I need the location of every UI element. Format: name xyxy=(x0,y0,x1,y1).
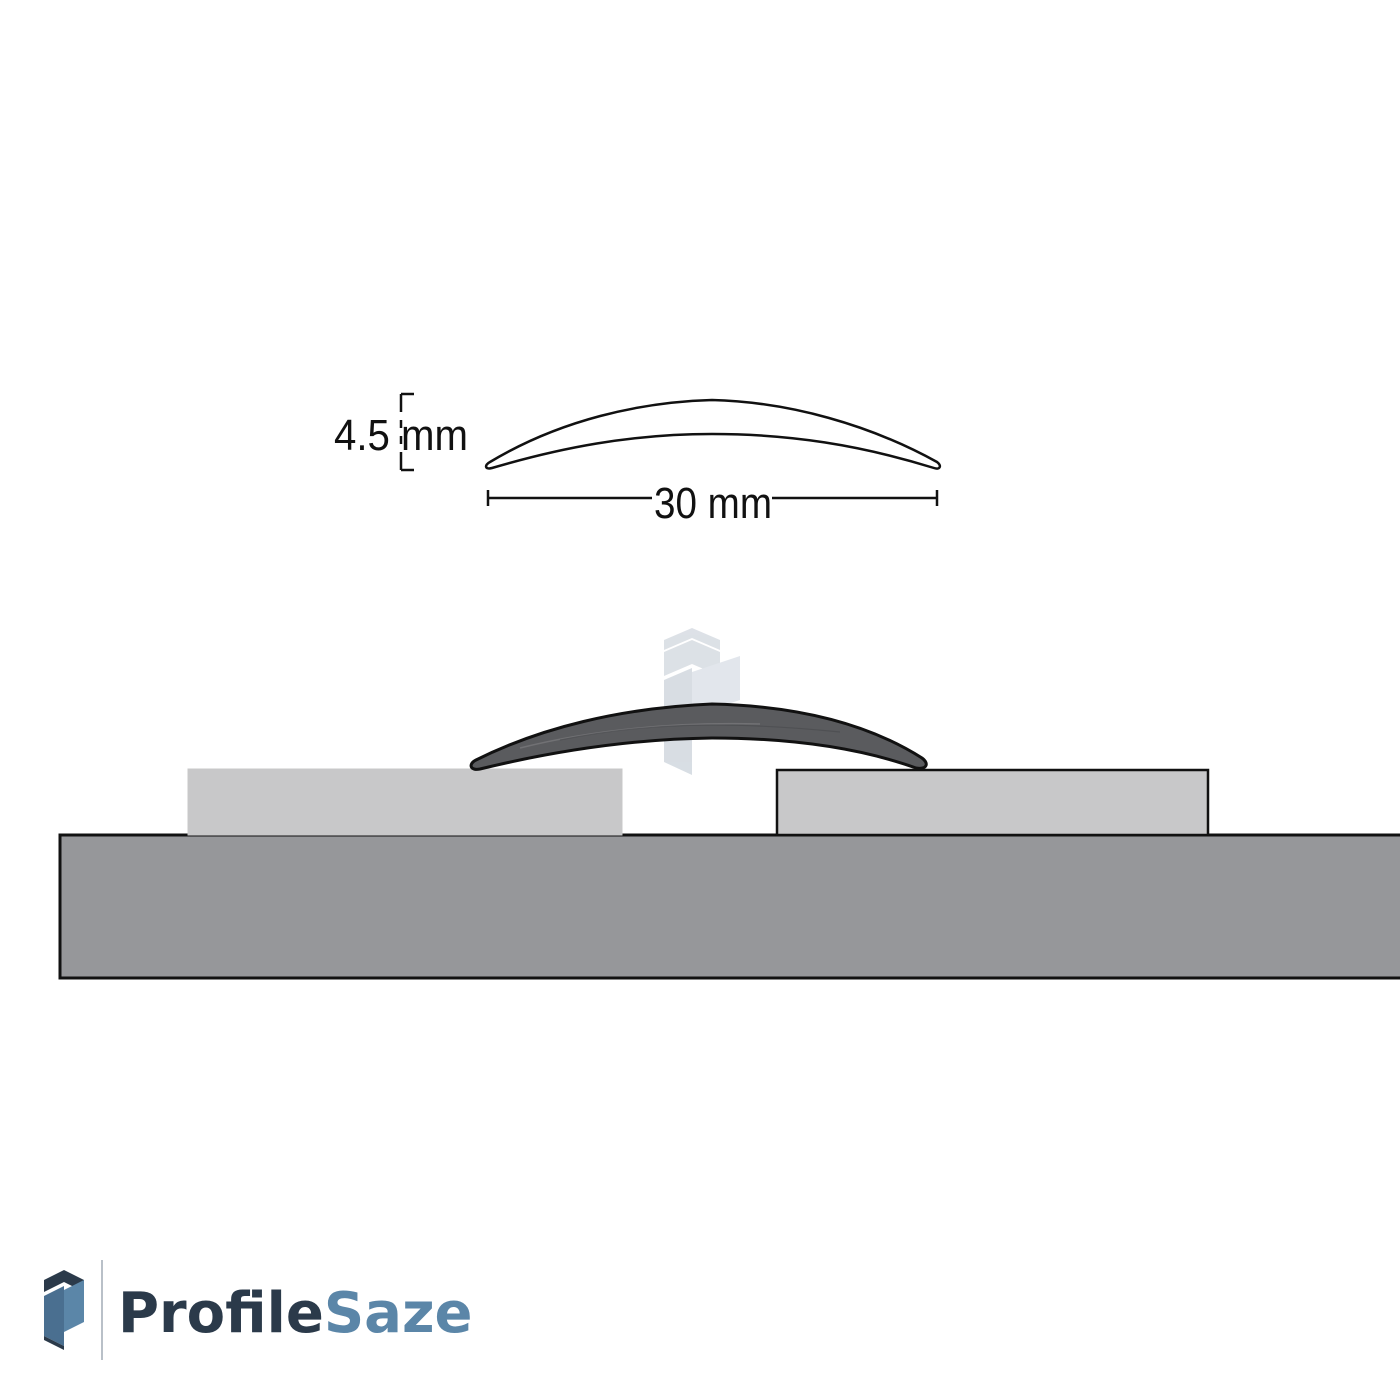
brand-logo: ProfileSaze xyxy=(44,1260,473,1360)
brand-name-part2: Saze xyxy=(324,1281,473,1346)
profile-outline-drawing xyxy=(484,398,942,470)
profile-outline-shape xyxy=(484,398,942,470)
watermark-logo-icon xyxy=(664,628,740,775)
floor-tile-left xyxy=(187,768,623,836)
transition-profile-strip xyxy=(469,702,928,771)
brand-name: ProfileSaze xyxy=(118,1281,473,1346)
subfloor-base xyxy=(58,833,1400,980)
floor-tile-right xyxy=(775,768,1210,837)
brand-name-part1: Profile xyxy=(118,1281,324,1346)
width-dimension: 30 mm xyxy=(486,479,939,528)
profilesaze-logo-icon xyxy=(44,1270,84,1350)
height-dimension-label: 4.5 mm xyxy=(334,411,468,460)
width-dimension-label: 30 mm xyxy=(654,479,772,528)
height-dimension: 4.5 mm xyxy=(334,392,468,472)
installation-cross-section xyxy=(58,628,1400,980)
